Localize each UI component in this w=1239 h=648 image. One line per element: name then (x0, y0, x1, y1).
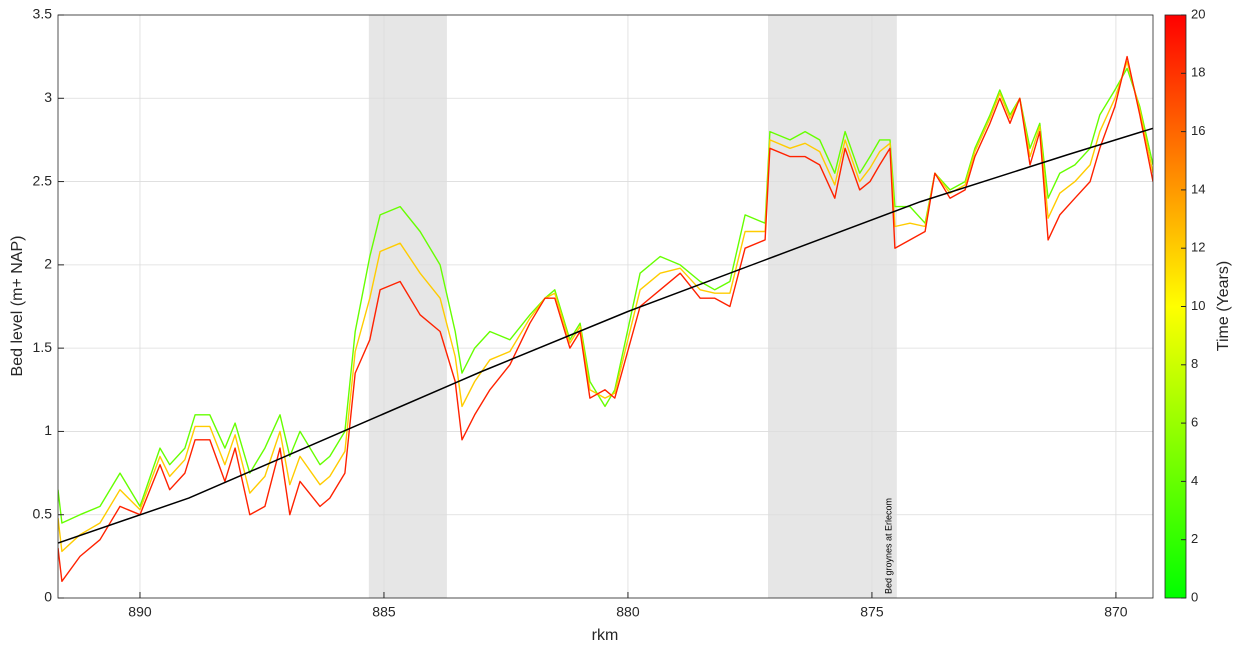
y-tick-label: 3 (44, 89, 52, 105)
series-line (58, 60, 1153, 553)
y-tick-label: 1.5 (33, 339, 53, 355)
colorbar-tick-label: 18 (1191, 65, 1205, 80)
x-tick-label: 875 (860, 604, 884, 620)
colorbar-tick-label: 20 (1191, 6, 1205, 21)
x-tick-label: 870 (1104, 604, 1128, 620)
x-tick-label: 880 (616, 604, 640, 620)
plot-area (58, 15, 1153, 598)
colorbar-tick-label: 0 (1191, 589, 1198, 604)
y-tick-label: 1 (44, 422, 52, 438)
colorbar-tick-label: 10 (1191, 298, 1205, 313)
colorbar-tick-label: 12 (1191, 240, 1205, 255)
shaded-region (767, 15, 897, 598)
colorbar-tick-label: 8 (1191, 356, 1198, 371)
y-axis-label: Bed level (m+ NAP) (9, 236, 26, 377)
y-tick-label: 3.5 (33, 6, 53, 22)
x-axis-label: rkm (592, 627, 619, 644)
colorbar-tick-label: 6 (1191, 415, 1198, 430)
shaded-region (368, 15, 447, 598)
series-line (58, 127, 1153, 544)
y-tick-label: 2 (44, 256, 52, 272)
series-line (58, 67, 1153, 524)
y-tick-label: 2.5 (33, 172, 53, 188)
plot-frame (57, 14, 1154, 599)
colorbar-tick-label: 14 (1191, 181, 1205, 196)
annotation: Bed groynes at Erlecom (883, 498, 893, 594)
y-tick-label: 0.5 (33, 505, 53, 521)
colorbar-tick-label: 2 (1191, 531, 1198, 546)
x-tick-label: 885 (372, 604, 396, 620)
lines-layer (58, 55, 1153, 582)
colorbar-label: Time (Years) (1215, 261, 1232, 351)
colorbar-tick-label: 16 (1191, 123, 1205, 138)
x-tick-label: 890 (128, 604, 152, 620)
y-tick-label: 0 (44, 589, 52, 605)
series-line (58, 55, 1153, 582)
colorbar-tick-label: 4 (1191, 473, 1198, 488)
